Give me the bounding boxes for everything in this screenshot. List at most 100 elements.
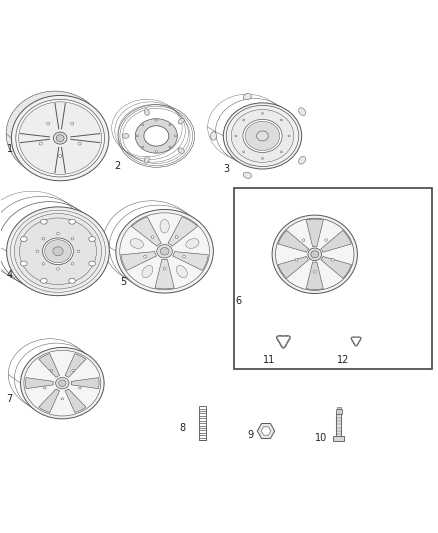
Ellipse shape xyxy=(44,387,46,389)
Ellipse shape xyxy=(24,350,101,416)
Ellipse shape xyxy=(40,219,47,224)
Ellipse shape xyxy=(6,91,104,176)
Ellipse shape xyxy=(295,259,298,261)
Text: 6: 6 xyxy=(235,296,241,306)
Ellipse shape xyxy=(78,387,81,389)
Ellipse shape xyxy=(57,232,60,235)
Polygon shape xyxy=(39,389,60,413)
Ellipse shape xyxy=(145,109,149,116)
Ellipse shape xyxy=(21,261,27,266)
Ellipse shape xyxy=(46,122,49,125)
Ellipse shape xyxy=(157,245,173,258)
Ellipse shape xyxy=(243,151,245,153)
Bar xyxy=(336,415,341,437)
Polygon shape xyxy=(25,378,53,389)
Text: 8: 8 xyxy=(180,423,186,433)
Ellipse shape xyxy=(89,261,95,266)
Ellipse shape xyxy=(116,209,213,293)
Ellipse shape xyxy=(174,135,177,137)
Ellipse shape xyxy=(53,247,63,256)
Ellipse shape xyxy=(288,135,290,137)
Ellipse shape xyxy=(163,268,166,270)
Ellipse shape xyxy=(7,207,109,296)
Ellipse shape xyxy=(11,95,109,181)
Ellipse shape xyxy=(53,132,67,144)
Ellipse shape xyxy=(160,247,169,255)
Ellipse shape xyxy=(21,348,104,419)
Ellipse shape xyxy=(69,219,75,224)
Ellipse shape xyxy=(280,151,283,153)
Ellipse shape xyxy=(243,93,251,100)
Polygon shape xyxy=(132,217,161,246)
Ellipse shape xyxy=(325,239,328,241)
Ellipse shape xyxy=(56,135,64,142)
Ellipse shape xyxy=(155,151,157,152)
Ellipse shape xyxy=(130,239,143,248)
Ellipse shape xyxy=(16,99,105,177)
Ellipse shape xyxy=(71,238,74,240)
Ellipse shape xyxy=(235,135,237,137)
Polygon shape xyxy=(65,353,86,377)
Ellipse shape xyxy=(151,236,154,238)
Ellipse shape xyxy=(311,251,318,258)
Polygon shape xyxy=(39,353,60,377)
Ellipse shape xyxy=(178,118,184,124)
Ellipse shape xyxy=(135,119,177,153)
Ellipse shape xyxy=(155,119,157,121)
Text: 10: 10 xyxy=(315,433,327,443)
Ellipse shape xyxy=(313,271,316,273)
Ellipse shape xyxy=(142,124,144,126)
Ellipse shape xyxy=(78,142,81,145)
Polygon shape xyxy=(155,259,174,289)
Ellipse shape xyxy=(160,220,169,233)
Text: 5: 5 xyxy=(120,277,126,287)
Ellipse shape xyxy=(308,248,321,261)
Ellipse shape xyxy=(183,255,186,258)
Bar xyxy=(336,407,341,409)
Ellipse shape xyxy=(142,265,153,278)
Text: 2: 2 xyxy=(115,161,121,172)
Ellipse shape xyxy=(57,268,60,270)
Ellipse shape xyxy=(178,148,184,154)
Ellipse shape xyxy=(19,102,102,174)
Ellipse shape xyxy=(142,146,144,148)
Ellipse shape xyxy=(59,380,66,386)
Text: 7: 7 xyxy=(7,394,13,404)
Ellipse shape xyxy=(272,215,357,294)
Text: 9: 9 xyxy=(247,430,254,440)
Bar xyxy=(336,409,342,415)
Ellipse shape xyxy=(42,238,74,264)
Polygon shape xyxy=(71,378,99,389)
Polygon shape xyxy=(278,256,309,278)
Polygon shape xyxy=(278,230,309,252)
Ellipse shape xyxy=(42,238,45,240)
Ellipse shape xyxy=(276,219,354,290)
Ellipse shape xyxy=(144,126,169,146)
Ellipse shape xyxy=(14,214,102,289)
Ellipse shape xyxy=(186,239,199,248)
Polygon shape xyxy=(173,252,208,270)
Ellipse shape xyxy=(77,250,80,253)
Ellipse shape xyxy=(302,239,305,241)
Ellipse shape xyxy=(136,135,138,137)
Ellipse shape xyxy=(257,131,268,141)
Ellipse shape xyxy=(36,250,39,253)
Ellipse shape xyxy=(261,112,264,115)
Polygon shape xyxy=(306,219,323,247)
Ellipse shape xyxy=(261,158,264,159)
Ellipse shape xyxy=(169,146,171,148)
Text: 12: 12 xyxy=(336,355,349,365)
Bar xyxy=(234,188,432,369)
Ellipse shape xyxy=(169,124,171,126)
Bar xyxy=(199,406,206,440)
Ellipse shape xyxy=(243,119,245,121)
Ellipse shape xyxy=(50,369,53,372)
Ellipse shape xyxy=(40,278,47,283)
Ellipse shape xyxy=(71,263,74,265)
Ellipse shape xyxy=(42,263,45,265)
Ellipse shape xyxy=(61,398,64,400)
Ellipse shape xyxy=(19,218,96,285)
Ellipse shape xyxy=(299,108,306,116)
Polygon shape xyxy=(306,262,323,289)
Ellipse shape xyxy=(59,155,62,157)
